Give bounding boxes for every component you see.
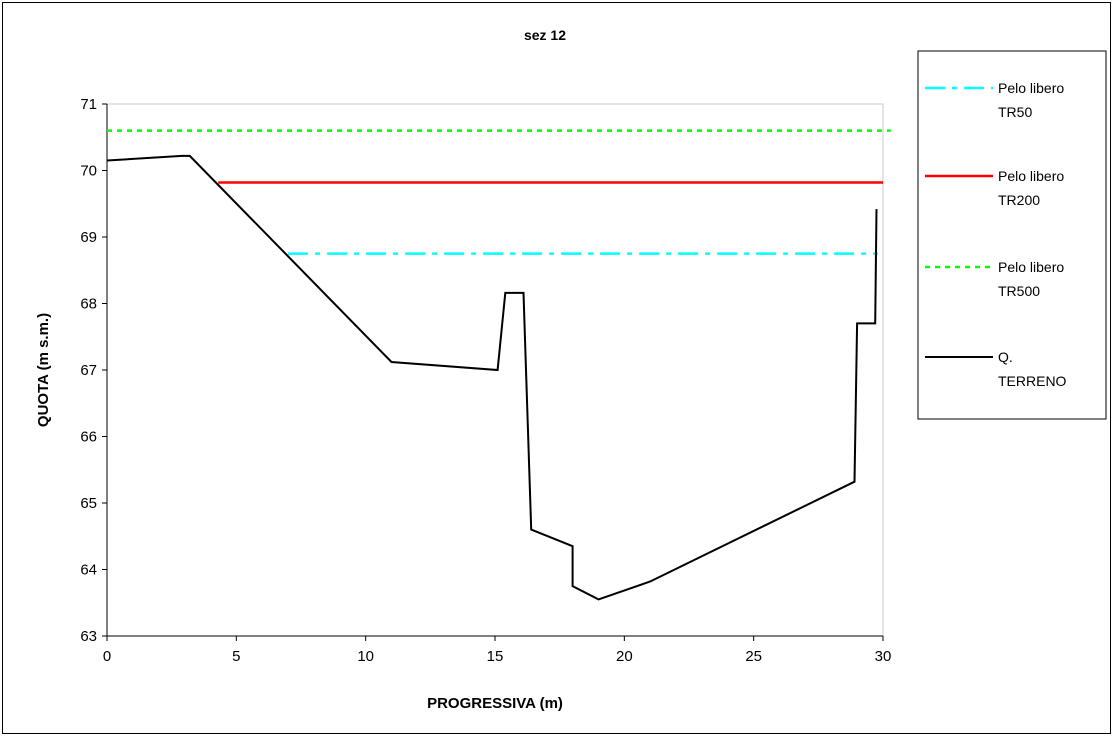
x-tick-label: 10: [357, 648, 374, 665]
series-layer: [106, 129, 891, 601]
legend-label-pelo-libero-tr200: TR200: [998, 192, 1040, 208]
y-tick-label: 64: [80, 562, 97, 579]
legend: Pelo libero TR50 Pelo libero TR200 Pelo libe…: [917, 50, 1107, 420]
legend-label-pelo-libero-tr500: Pelo libero: [998, 259, 1064, 275]
y-axis-ticks: 63 64 65 66 67 68 69 70 71: [80, 96, 107, 645]
y-tick-label: 65: [80, 495, 97, 512]
legend-label-pelo-libero-tr500: TR500: [998, 283, 1040, 299]
y-tick-label: 67: [80, 362, 97, 379]
x-tick-label: 25: [745, 648, 762, 665]
y-axis-label: QUOTA (m s.m.): [35, 313, 52, 427]
x-tick-label: 20: [616, 648, 633, 665]
x-tick-label: 0: [103, 648, 111, 665]
legend-label-pelo-libero-tr50: TR50: [998, 104, 1032, 120]
y-tick-label: 70: [80, 163, 97, 180]
x-axis-label: PROGRESSIVA (m): [427, 695, 563, 712]
x-tick-label: 30: [875, 648, 892, 665]
y-tick-label: 68: [80, 296, 97, 313]
x-tick-label: 5: [232, 648, 240, 665]
chart-title: sez 12: [524, 27, 566, 43]
legend-label-pelo-libero-tr50: Pelo libero: [998, 80, 1064, 96]
y-tick-label: 69: [80, 229, 97, 246]
x-axis-ticks: 0 5 10 15 20 25 30: [103, 636, 892, 665]
x-tick-label: 15: [487, 648, 504, 665]
series-line-q-terreno: [106, 154, 878, 601]
y-tick-label: 66: [80, 429, 97, 446]
y-tick-label: 71: [80, 96, 97, 113]
legend-label-pelo-libero-tr200: Pelo libero: [998, 168, 1064, 184]
legend-label-q-terreno: Q.: [998, 349, 1013, 365]
legend-label-q-terreno: TERRENO: [998, 373, 1067, 389]
y-tick-label: 63: [80, 628, 97, 645]
